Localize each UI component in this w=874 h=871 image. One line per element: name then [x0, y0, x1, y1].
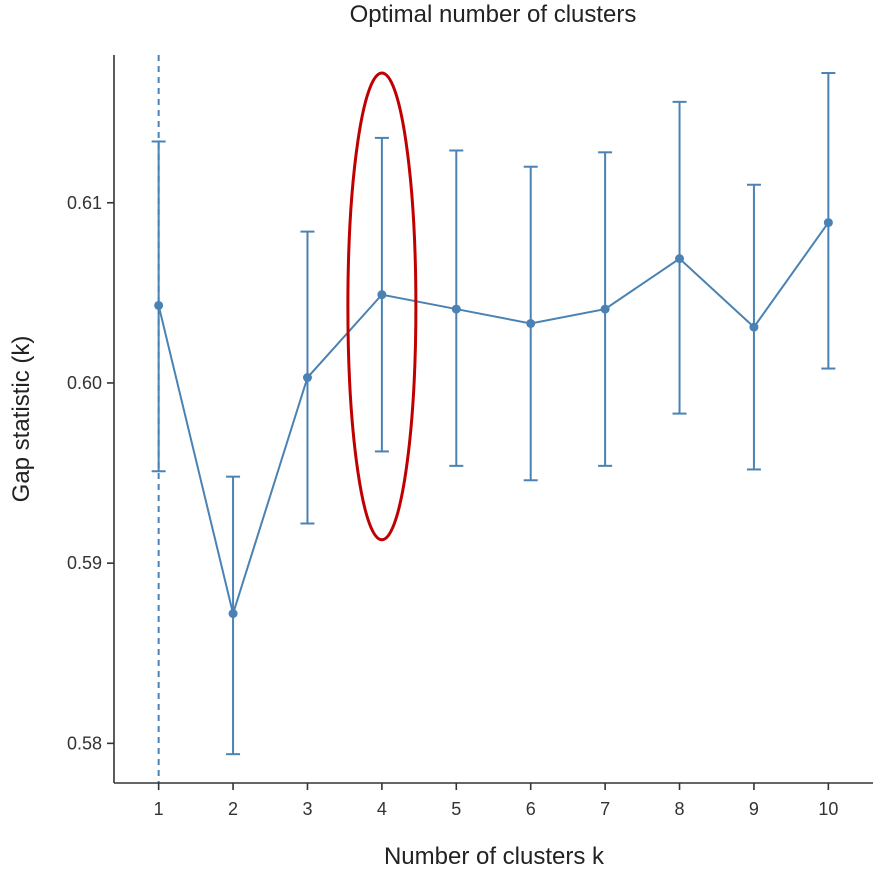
x-tick-label: 8: [675, 799, 685, 819]
highlight-ellipse-k4: [346, 71, 418, 542]
data-point-k3: [302, 373, 312, 383]
y-tick-label: 0.58: [67, 733, 102, 753]
plot-area: [151, 55, 836, 783]
x-tick-label: 3: [302, 799, 312, 819]
y-tick-label: 0.61: [67, 193, 102, 213]
y-tick-label: 0.60: [67, 373, 102, 393]
y-tick-label: 0.59: [67, 553, 102, 573]
x-tick-label: 9: [749, 799, 759, 819]
data-point-k4: [377, 290, 387, 300]
tick-labels: 1 2 3 4 5 6 7 8 9 10 0.58 0.59 0.60 0.61: [67, 193, 838, 819]
x-tick-label: 7: [600, 799, 610, 819]
gap-statistic-line: [157, 222, 830, 618]
x-tick-label: 10: [818, 799, 838, 819]
data-point-k5: [451, 304, 461, 314]
x-tick-label: 2: [228, 799, 238, 819]
x-axis-label: Number of clusters k: [384, 843, 605, 870]
y-axis-label: Gap statistic (k): [8, 336, 35, 503]
data-point-k10: [823, 218, 833, 228]
x-tick-label: 6: [526, 799, 536, 819]
x-tick-label: 4: [377, 799, 387, 819]
chart-title: Optimal number of clusters: [350, 1, 637, 28]
data-point-k7: [600, 304, 610, 314]
x-tick-label: 1: [154, 799, 164, 819]
data-point-k6: [526, 318, 536, 328]
x-tick-label: 5: [451, 799, 461, 819]
data-point-k1: [154, 300, 164, 310]
data-point-k9: [749, 322, 759, 332]
axes: [113, 55, 873, 784]
data-point-k2: [228, 609, 238, 619]
data-point-k8: [675, 254, 685, 264]
